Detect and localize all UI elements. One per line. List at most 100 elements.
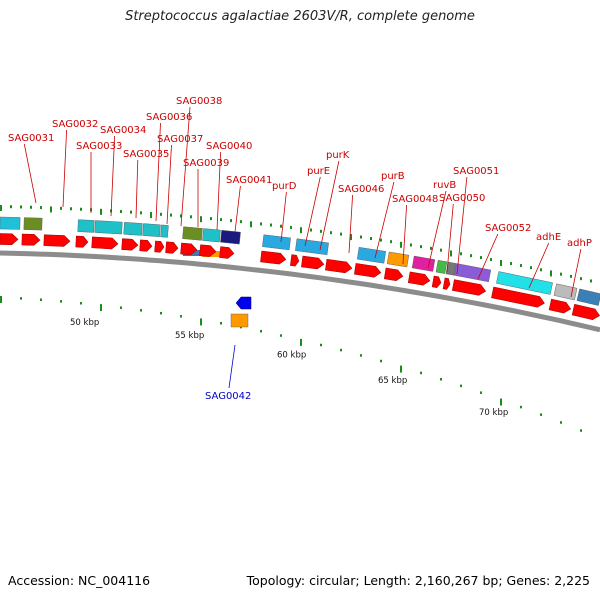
scale-label: 50 kbp [70, 318, 99, 328]
gene-label-pure[interactable]: purE [307, 166, 330, 177]
gene-label-sag0033[interactable]: SAG0033 [76, 141, 122, 152]
scale-label: 60 kbp [277, 351, 306, 361]
scale-tick [60, 300, 62, 303]
cds-arrow[interactable] [165, 241, 179, 254]
feature-block[interactable] [262, 234, 291, 251]
cds-arrow[interactable] [219, 246, 235, 259]
tick-mark [250, 221, 252, 228]
gene-label-sag0031[interactable]: SAG0031 [8, 133, 54, 144]
tick-mark [390, 240, 392, 244]
cds-arrow[interactable] [180, 242, 198, 256]
tick-mark [350, 234, 352, 241]
feature-block[interactable] [576, 288, 600, 306]
feature-block[interactable] [123, 222, 143, 236]
gene-label-purd[interactable]: purD [272, 181, 297, 192]
gene-label-sag0048[interactable]: SAG0048 [392, 194, 438, 205]
feature-block[interactable] [453, 263, 492, 283]
gene-label-sag0039[interactable]: SAG0039 [183, 158, 229, 169]
gene-label-sag0032[interactable]: SAG0032 [52, 119, 98, 130]
feature-block[interactable] [386, 251, 410, 268]
tick-mark [500, 260, 502, 266]
gene-label-sag0041[interactable]: SAG0041 [226, 175, 272, 186]
gene-label-sag0038[interactable]: SAG0038 [176, 96, 222, 107]
gene-label-leader [228, 344, 236, 389]
cds-arrows [0, 233, 600, 321]
gene-label-sag0034[interactable]: SAG0034 [100, 125, 146, 136]
feature-block[interactable] [435, 259, 448, 274]
cds-arrow[interactable] [121, 238, 139, 251]
tick-mark [100, 208, 102, 215]
feature-block[interactable] [0, 216, 21, 230]
feature-block[interactable] [411, 255, 436, 272]
feature-block[interactable] [23, 217, 43, 231]
cds-arrow[interactable] [21, 233, 41, 246]
cds-arrow[interactable] [199, 244, 217, 257]
gene-label-sag0051[interactable]: SAG0051 [453, 166, 499, 177]
gene-label-sag0050[interactable]: SAG0050 [439, 193, 485, 204]
tick-mark [530, 266, 532, 270]
tick-mark [580, 277, 582, 281]
cds-arrow[interactable] [0, 233, 19, 246]
tick-mark [40, 206, 42, 210]
cds-arrow[interactable] [354, 263, 382, 278]
gene-label-ruvb[interactable]: ruvB [433, 180, 456, 191]
cds-arrow[interactable] [571, 303, 600, 321]
scale-tick [440, 378, 442, 381]
tick-mark [280, 224, 282, 228]
tick-mark [310, 228, 312, 232]
cds-arrow[interactable] [139, 239, 153, 252]
cds-arrow[interactable] [260, 250, 287, 265]
tick-mark [70, 207, 72, 211]
feature-block[interactable] [142, 223, 161, 237]
feature-block[interactable] [220, 230, 241, 245]
gene-label-sag0037[interactable]: SAG0037 [157, 134, 203, 145]
reverse-cds-arrow[interactable] [235, 296, 252, 310]
cds-arrow[interactable] [290, 254, 300, 267]
feature-block[interactable] [357, 247, 386, 264]
tick-mark [220, 218, 222, 222]
scale-tick [20, 297, 22, 300]
gene-label-sag0040[interactable]: SAG0040 [206, 141, 252, 152]
cds-arrow[interactable] [491, 286, 545, 309]
cds-arrow[interactable] [383, 267, 404, 282]
gene-label-purb[interactable]: purB [381, 171, 405, 182]
tick-mark [270, 223, 272, 227]
scale-label: 70 kbp [479, 408, 508, 418]
gene-label-sag0046[interactable]: SAG0046 [338, 184, 384, 195]
feature-block[interactable] [496, 271, 553, 295]
cds-arrow[interactable] [451, 279, 487, 297]
feature-block[interactable] [182, 226, 203, 241]
tick-mark [420, 245, 422, 249]
gene-label-leader [234, 185, 241, 233]
feature-block[interactable] [77, 219, 95, 233]
cds-arrow[interactable] [431, 275, 442, 288]
cds-arrow[interactable] [407, 271, 431, 286]
feature-block[interactable] [295, 238, 329, 256]
feature-block[interactable] [230, 313, 249, 328]
gene-label-adhp[interactable]: adhP [567, 238, 592, 249]
feature-block[interactable] [160, 224, 169, 238]
feature-block[interactable] [94, 220, 123, 235]
gene-label-sag0035[interactable]: SAG0035 [123, 149, 169, 160]
scale-tick [320, 343, 322, 347]
gene-label-sag0052[interactable]: SAG0052 [485, 223, 531, 234]
genome-title: Streptococcus agalactiae 2603V/R, comple… [125, 9, 475, 24]
gene-label-purk[interactable]: purK [326, 150, 350, 161]
gene-label-sag0036[interactable]: SAG0036 [146, 112, 192, 123]
cds-arrow[interactable] [43, 234, 71, 247]
feature-block[interactable] [202, 228, 221, 243]
gene-label-adhe[interactable]: adhE [536, 232, 561, 243]
cds-arrow[interactable] [325, 258, 353, 274]
gene-label-leader [216, 151, 221, 231]
cds-arrow[interactable] [442, 277, 451, 290]
gene-label-leader [280, 191, 287, 243]
tick-mark [450, 250, 452, 257]
cds-arrow[interactable] [91, 236, 119, 250]
cds-arrow[interactable] [548, 298, 572, 314]
cds-arrow[interactable] [154, 240, 165, 253]
cds-arrow[interactable] [301, 255, 325, 270]
gene-label-sag0042[interactable]: SAG0042 [205, 391, 251, 402]
tick-mark [80, 207, 82, 211]
cds-arrow[interactable] [75, 235, 89, 248]
